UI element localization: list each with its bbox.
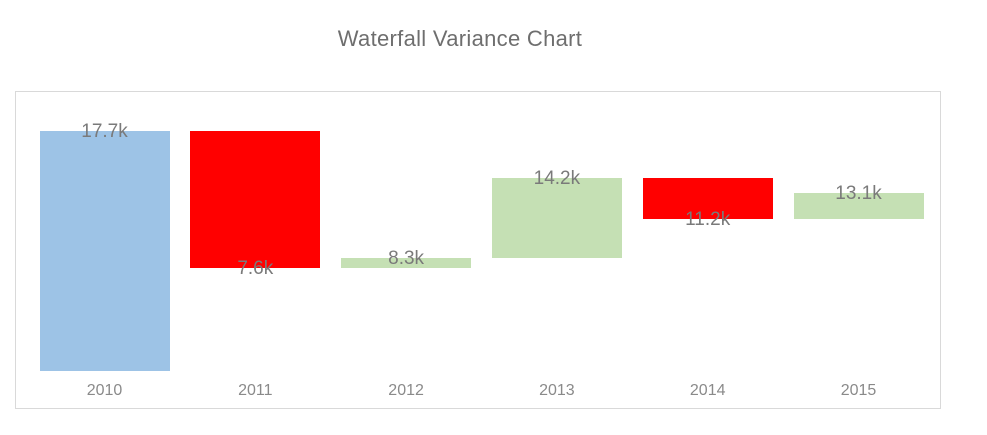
waterfall-bar-2015 <box>793 193 924 220</box>
waterfall-bar-2013 <box>491 178 622 259</box>
bar-value-label: 11.2k <box>685 209 731 231</box>
bar-value-label: 14.2k <box>533 168 581 190</box>
x-axis-label: 2015 <box>840 382 877 399</box>
waterfall-bar-2012 <box>341 258 472 268</box>
bar-value-label: 17.7k <box>81 120 128 142</box>
chart-title: Waterfall Variance Chart <box>337 26 583 51</box>
x-axis-label: 2010 <box>86 382 123 399</box>
bar-value-label: 13.1k <box>835 183 882 205</box>
waterfall-bar-2010 <box>39 130 170 371</box>
x-axis-label: 2013 <box>539 382 575 399</box>
x-axis-label: 2012 <box>388 382 424 399</box>
bar-value-label: 8.3k <box>388 248 425 270</box>
waterfall-bar-2011 <box>190 130 321 268</box>
bar-value-label: 7.6k <box>237 257 274 279</box>
waterfall-bar-2014 <box>642 178 773 220</box>
x-axis-label: 2014 <box>689 382 726 399</box>
chart-area: 17.7k 2010 7.6k 2011 8.3k 2012 14.2k 2013 11.2k 2… <box>15 91 941 409</box>
plot-area: 17.7k 2010 7.6k 2011 8.3k 2012 14.2k 2013 11.2k 2… <box>16 92 940 408</box>
x-axis-label: 2011 <box>238 382 273 399</box>
